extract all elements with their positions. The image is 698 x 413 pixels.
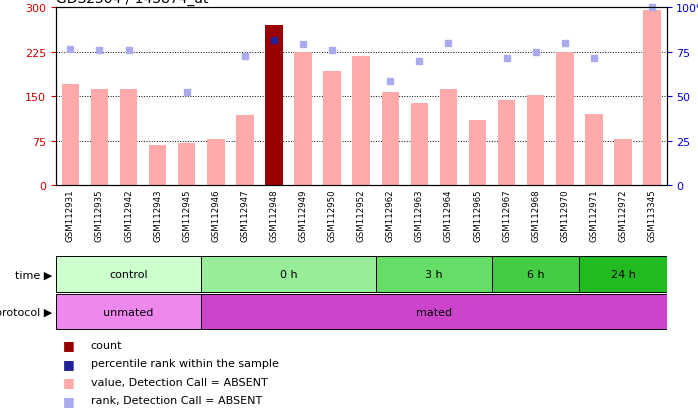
Bar — [614, 140, 632, 186]
Bar — [201, 257, 376, 292]
Bar — [91, 89, 108, 186]
Text: 6 h: 6 h — [527, 270, 544, 280]
Bar — [644, 11, 661, 186]
Bar — [352, 57, 370, 186]
Bar — [120, 90, 138, 186]
Bar — [207, 140, 225, 186]
Bar — [201, 294, 667, 330]
Bar — [295, 53, 312, 186]
Bar — [56, 294, 201, 330]
Text: 3 h: 3 h — [425, 270, 443, 280]
Bar — [440, 89, 457, 186]
Bar — [469, 121, 487, 186]
Bar — [492, 257, 579, 292]
Bar — [585, 115, 602, 186]
Bar — [56, 257, 201, 292]
Bar — [382, 93, 399, 186]
Text: unmated: unmated — [103, 307, 154, 317]
Text: value, Detection Call = ABSENT: value, Detection Call = ABSENT — [91, 377, 267, 387]
Text: count: count — [91, 340, 122, 350]
Text: time ▶: time ▶ — [15, 270, 52, 280]
Bar — [579, 257, 667, 292]
Text: mated: mated — [416, 307, 452, 317]
Text: ■: ■ — [63, 375, 75, 388]
Bar — [556, 53, 574, 186]
Bar — [323, 71, 341, 186]
Bar — [178, 143, 195, 186]
Bar — [498, 101, 515, 186]
Text: GDS2504 / 143874_at: GDS2504 / 143874_at — [56, 0, 208, 6]
Bar — [265, 26, 283, 186]
Text: 24 h: 24 h — [611, 270, 635, 280]
Bar — [236, 116, 253, 186]
Bar — [149, 146, 166, 186]
Bar — [527, 95, 544, 186]
Text: control: control — [109, 270, 148, 280]
Text: ■: ■ — [63, 394, 75, 407]
Bar — [410, 104, 428, 186]
Text: ■: ■ — [63, 357, 75, 370]
Text: percentile rank within the sample: percentile rank within the sample — [91, 358, 279, 368]
Text: ■: ■ — [63, 339, 75, 351]
Text: 0 h: 0 h — [280, 270, 297, 280]
Text: rank, Detection Call = ABSENT: rank, Detection Call = ABSENT — [91, 395, 262, 405]
Text: protocol ▶: protocol ▶ — [0, 307, 52, 317]
Bar — [61, 85, 79, 186]
Bar — [376, 257, 492, 292]
